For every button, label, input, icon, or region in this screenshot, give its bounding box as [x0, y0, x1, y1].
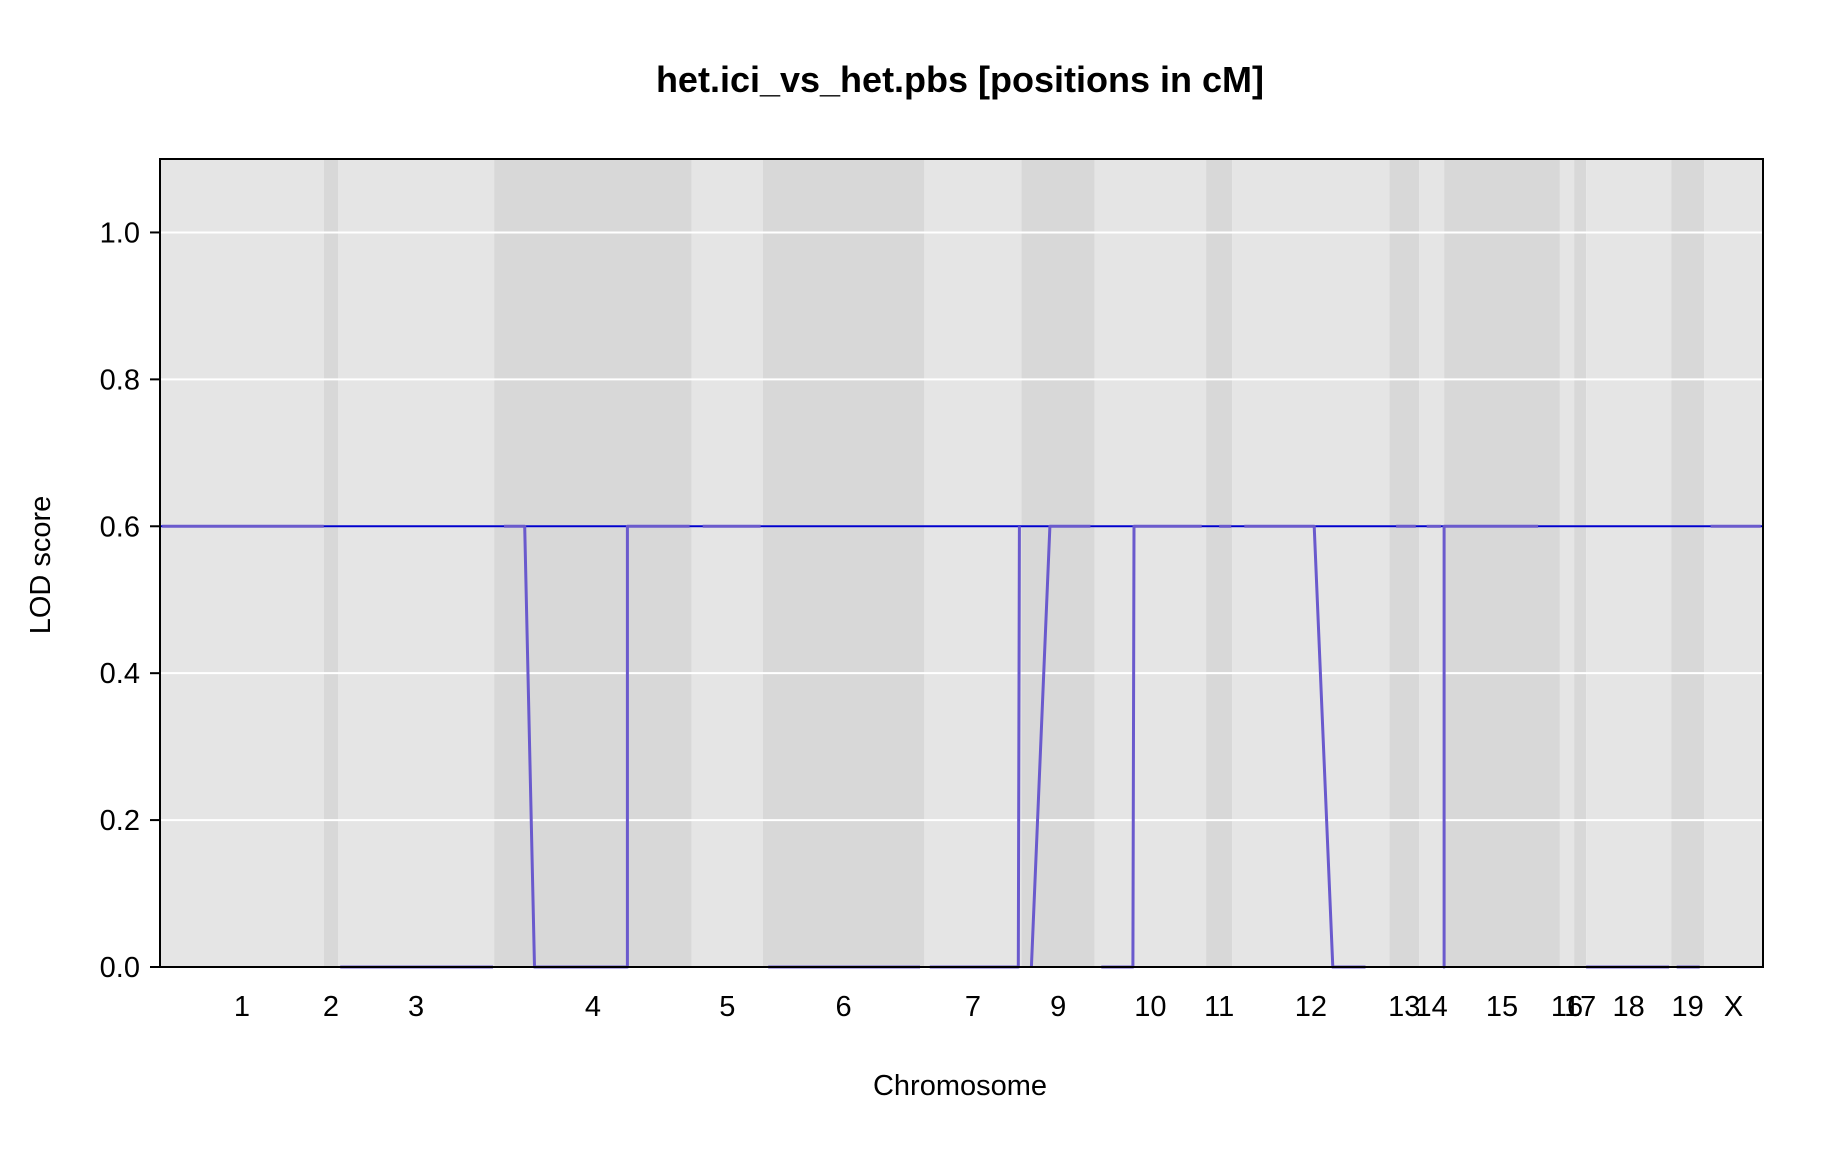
chromosome-band-14	[1419, 159, 1445, 967]
chromosome-band-9	[1021, 159, 1095, 967]
chromosome-bands	[160, 159, 1763, 967]
chromosome-band-18	[1586, 159, 1672, 967]
x-tick-label: 5	[719, 991, 735, 1023]
chromosome-band-11	[1206, 159, 1233, 967]
x-tick-label: 1	[234, 991, 250, 1023]
y-tick-label: 0.6	[100, 511, 140, 543]
lod-line-segment	[1029, 524, 1091, 968]
x-tick-label: 4	[585, 991, 601, 1023]
chromosome-band-13	[1389, 159, 1420, 967]
chromosome-band-15	[1444, 159, 1560, 967]
chromosome-band-12	[1232, 159, 1390, 967]
x-tick-label: 3	[408, 991, 424, 1023]
chromosome-band-16	[1559, 159, 1575, 967]
x-tick-label: 12	[1295, 991, 1327, 1023]
x-tick-label: 18	[1613, 991, 1645, 1023]
y-tick-label: 0.4	[100, 658, 140, 690]
x-tick-label: 11	[1204, 991, 1234, 1023]
chromosome-band-X	[1704, 159, 1763, 967]
plot-frame	[159, 158, 1764, 968]
y-axis-ticks: 0.0 0.2 0.4 0.6 0.8 1.0	[100, 217, 160, 984]
chromosome-band-2	[323, 159, 338, 967]
y-tick-label: 1.0	[100, 217, 140, 249]
x-tick-label: 19	[1672, 991, 1704, 1023]
chromosome-band-6	[762, 159, 925, 967]
chromosome-band-4	[494, 159, 692, 967]
x-tick-label: 13	[1388, 991, 1420, 1023]
chart-title: het.ici_vs_het.pbs [positions in cM]	[656, 59, 1264, 100]
x-axis-label: Chromosome	[873, 1070, 1047, 1102]
chromosome-band-5	[691, 159, 763, 967]
chromosome-band-3	[337, 159, 495, 967]
x-tick-label: 16	[1551, 991, 1583, 1023]
y-tick-label: 0.0	[100, 952, 140, 984]
x-tick-label: 17	[1564, 991, 1596, 1023]
x-tick-label: 7	[965, 991, 981, 1023]
x-tick-label: 2	[323, 991, 339, 1023]
x-tick-label: 6	[835, 991, 851, 1023]
x-tick-label: X	[1724, 991, 1743, 1023]
y-axis-label: LOD score	[25, 496, 57, 635]
y-tick-label: 0.2	[100, 805, 140, 837]
chromosome-band-1	[160, 159, 324, 967]
chromosome-band-7	[924, 159, 1022, 967]
y-tick-label: 0.8	[100, 364, 140, 396]
x-tick-label: 15	[1486, 991, 1518, 1023]
x-tick-label: 9	[1050, 991, 1066, 1023]
chromosome-band-10	[1094, 159, 1207, 967]
chromosome-band-17	[1574, 159, 1587, 967]
chromosome-band-19	[1671, 159, 1705, 967]
x-tick-label: 14	[1415, 991, 1447, 1023]
x-tick-label: 10	[1134, 991, 1166, 1023]
